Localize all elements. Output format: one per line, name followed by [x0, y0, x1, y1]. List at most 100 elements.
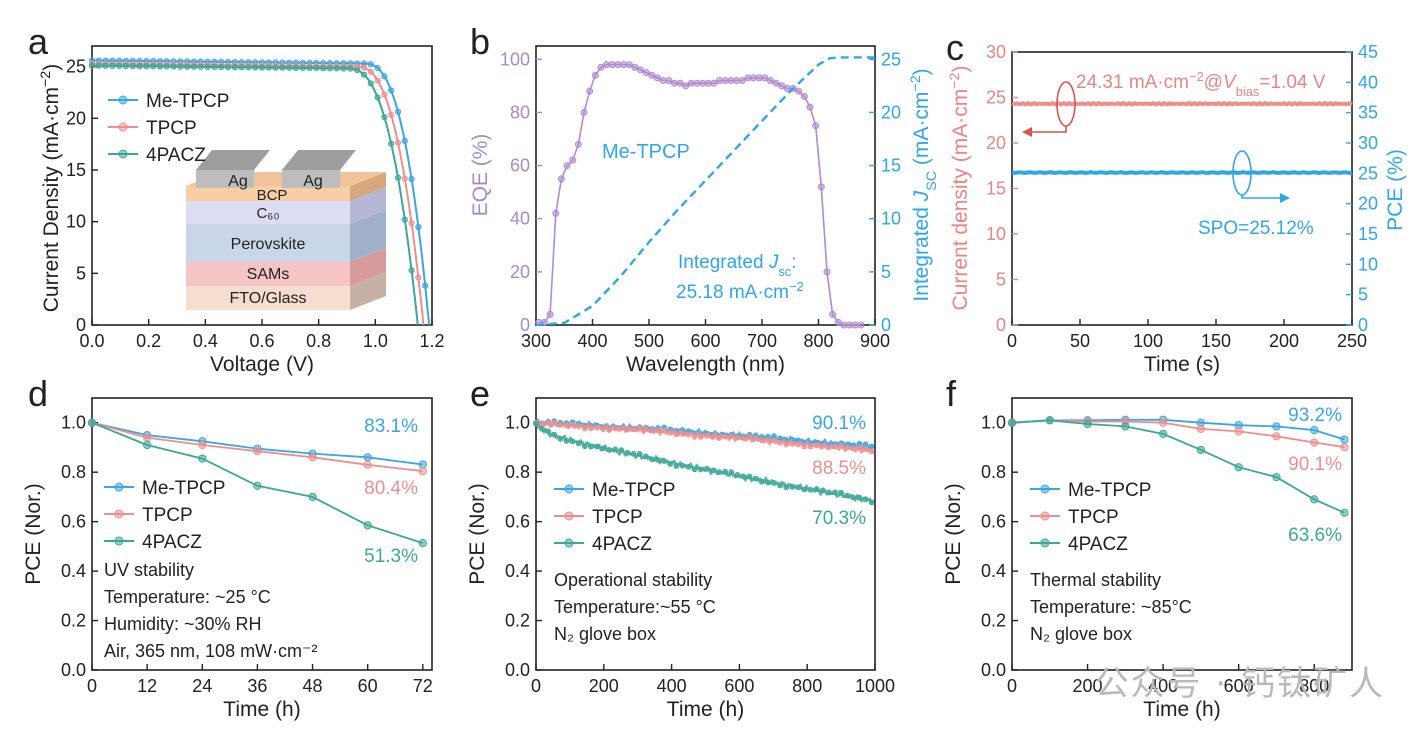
data-point	[546, 310, 554, 318]
data-point	[184, 63, 191, 70]
data-point	[746, 473, 753, 480]
data-point	[597, 63, 605, 71]
data-point	[771, 480, 777, 486]
y-tick-label: 20	[510, 262, 530, 282]
y-tick-label: 0.6	[61, 512, 86, 532]
x-tick-label: 200	[1073, 676, 1103, 696]
ag-top	[282, 150, 356, 170]
data-point	[856, 444, 863, 451]
y-tick-label: 0	[520, 315, 530, 335]
device-layer	[186, 201, 350, 224]
data-point	[806, 103, 814, 111]
x-tick-label: 60	[358, 676, 378, 696]
data-point	[588, 443, 594, 450]
data-point	[401, 216, 408, 223]
data-point	[764, 437, 771, 444]
y2-tick-label: 20	[1358, 194, 1378, 214]
data-point	[846, 321, 854, 329]
data-point	[1234, 427, 1243, 436]
data-point	[777, 482, 783, 489]
data-point	[728, 469, 735, 476]
y-tick-label: 0.0	[505, 660, 530, 680]
condition-note: UV stability	[104, 560, 194, 580]
data-point	[374, 64, 381, 72]
legend-label: Me-TPCP	[592, 480, 675, 501]
data-point	[190, 63, 198, 70]
y2-tick-label: 5	[881, 262, 891, 282]
data-point	[795, 87, 803, 95]
data-point	[564, 484, 574, 494]
data-point	[758, 478, 765, 485]
x-tick-label: 0	[1007, 331, 1017, 351]
data-point	[618, 447, 625, 454]
data-point	[733, 77, 741, 85]
data-point	[198, 440, 207, 450]
plot-frame	[535, 397, 876, 671]
data-point	[580, 108, 588, 116]
legend-label: 4PACZ	[1068, 534, 1128, 555]
data-point	[778, 82, 786, 90]
data-point	[600, 445, 607, 452]
data-point	[363, 521, 372, 530]
data-point	[114, 482, 124, 492]
panel-c	[1011, 51, 1353, 326]
data-point	[394, 139, 402, 146]
data-point	[630, 426, 637, 433]
x-tick-label: 600	[690, 331, 720, 351]
data-point	[129, 62, 136, 70]
data-point	[685, 463, 692, 470]
data-point	[655, 427, 661, 434]
data-point	[789, 441, 796, 447]
ag-electrode	[282, 170, 340, 188]
data-point	[569, 156, 577, 164]
data-point	[408, 175, 415, 183]
data-point	[231, 64, 238, 71]
y2-tick-label: 30	[1358, 133, 1378, 153]
data-point	[829, 310, 837, 318]
stability-line	[1011, 419, 1345, 514]
data-point	[1121, 422, 1130, 431]
y-tick-label: 0.4	[61, 561, 86, 581]
data-point	[394, 174, 402, 181]
series-label: Me-TPCP	[602, 141, 690, 163]
data-point	[114, 509, 124, 519]
data-point	[838, 442, 844, 449]
data-point	[1310, 438, 1319, 447]
y-tick-label: 5	[996, 270, 1006, 290]
data-point	[381, 114, 388, 121]
data-point	[630, 450, 637, 457]
data-point	[422, 282, 429, 289]
x-tick-label: 250	[1337, 331, 1367, 351]
data-point	[591, 71, 599, 79]
data-point	[648, 71, 656, 79]
data-point	[272, 64, 279, 71]
data-point	[539, 426, 546, 432]
data-point	[691, 433, 698, 440]
panel-f	[1007, 397, 1353, 671]
data-point	[575, 423, 582, 430]
y2-tick-label: 0	[881, 315, 891, 335]
legend-label: Me-TPCP	[146, 91, 229, 112]
data-point	[569, 438, 576, 445]
layer-side	[350, 272, 386, 310]
data-point	[109, 62, 116, 69]
data-point	[381, 91, 388, 98]
data-point	[772, 79, 780, 87]
data-point	[252, 64, 259, 71]
x-tick-label: 400	[577, 331, 607, 351]
condition-note: Air, 365 nm, 108 mW·cm⁻²	[104, 641, 318, 661]
final-value-label: 80.4%	[364, 478, 418, 499]
data-point	[245, 64, 252, 71]
data-point	[588, 425, 594, 432]
data-point	[851, 321, 859, 329]
data-point	[415, 274, 422, 281]
x-tick-label: 50	[1070, 331, 1090, 351]
data-point	[408, 220, 415, 227]
layer-label: BCP	[257, 187, 288, 204]
current-trace	[1011, 100, 1353, 107]
x-axis-label: Time (h)	[1143, 698, 1220, 721]
y-tick-label: 0.6	[981, 512, 1006, 532]
data-point	[563, 422, 570, 429]
data-point	[840, 321, 848, 329]
data-point	[1040, 484, 1050, 494]
